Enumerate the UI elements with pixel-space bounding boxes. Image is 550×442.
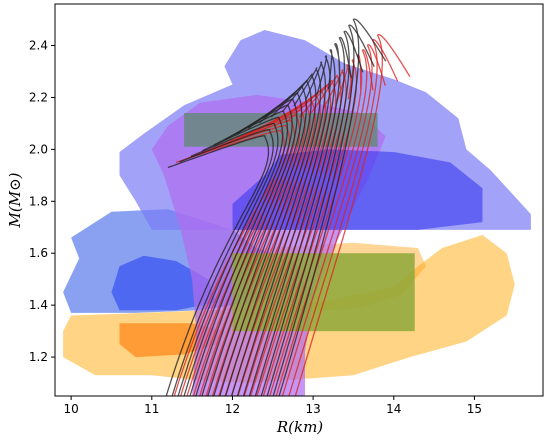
x-tick-label: 13 (305, 402, 320, 416)
curve-1-3 (183, 116, 284, 396)
x-axis-ticks: 10 11 12 13 14 15 (63, 396, 482, 416)
y-axis-label: M(M⊙) (6, 172, 24, 228)
curve-0-8 (224, 89, 327, 396)
x-tick-label: 15 (467, 402, 482, 416)
curve-1-10 (224, 73, 317, 396)
y-axis-ticks: 1.2 1.4 1.6 1.8 2.0 2.2 2.4 (29, 39, 55, 364)
curve-1-11 (230, 66, 322, 396)
y-tick-label: 1.8 (29, 194, 48, 208)
y-tick-label: 2.0 (29, 142, 48, 156)
curve-1-15 (254, 42, 341, 396)
curve-1-19 (278, 18, 387, 396)
y-tick-label: 2.2 (29, 90, 48, 104)
curve-1-14 (248, 49, 336, 396)
x-axis-label: R(km) (276, 418, 323, 436)
y-tick-label: 1.2 (29, 350, 48, 364)
mass-radius-curves (165, 18, 411, 396)
curve-1-1 (171, 128, 274, 396)
curve-1-16 (260, 36, 352, 396)
y-tick-label: 1.4 (29, 298, 48, 312)
curve-1-2 (177, 122, 279, 396)
curve-0-14 (262, 59, 358, 396)
curve-0-16 (275, 49, 374, 396)
x-tick-label: 11 (144, 402, 159, 416)
plot-frame (54, 3, 544, 397)
x-tick-label: 10 (63, 402, 78, 416)
y-tick-label: 1.6 (29, 246, 48, 260)
region-7 (232, 149, 483, 230)
x-tick-label: 12 (225, 402, 240, 416)
y-tick-label: 2.4 (29, 39, 48, 53)
curve-1-12 (236, 61, 327, 396)
curve-1-13 (242, 55, 331, 396)
curve-0-19 (294, 33, 411, 396)
curve-1-18 (272, 24, 375, 396)
x-tick-label: 14 (386, 402, 401, 416)
curve-0-10 (237, 79, 337, 396)
curve-1-0 (165, 135, 270, 396)
